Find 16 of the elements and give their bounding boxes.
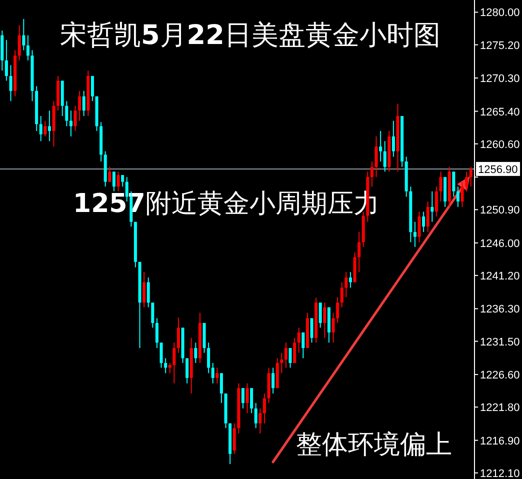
y-tick-label: 1280.00 (480, 7, 520, 20)
y-tick-label: 1241.20 (480, 270, 520, 282)
annotation: 整体环境偏上 (296, 430, 452, 460)
y-tick-label: 1221.80 (480, 402, 520, 414)
ref-line-label: 1256.90 (478, 164, 518, 176)
y-tick-label: 1260.60 (480, 138, 520, 151)
y-tick-label: 1275.20 (480, 40, 520, 52)
y-tick-label: 1270.30 (480, 73, 520, 86)
y-tick-label: 1236.30 (480, 304, 520, 316)
y-tick-label: 1216.90 (480, 435, 520, 448)
y-tick-label: 1212.10 (480, 468, 520, 479)
y-tick-label: 1265.40 (480, 106, 520, 118)
y-tick-label: 1246.00 (480, 238, 520, 250)
y-tick-label: 1250.90 (480, 204, 520, 217)
y-tick-label: 1226.60 (480, 370, 520, 382)
y-tick-label: 1231.50 (480, 336, 520, 348)
